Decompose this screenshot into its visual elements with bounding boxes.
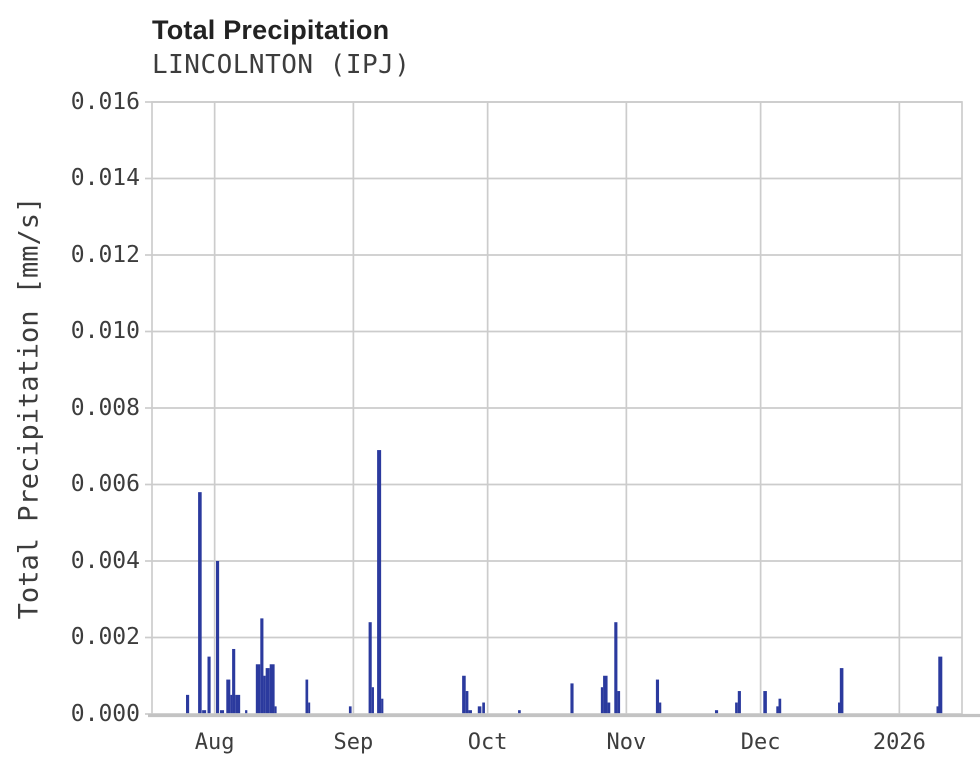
precipitation-bar xyxy=(735,702,738,714)
precipitation-bar xyxy=(245,710,248,714)
precipitation-bar xyxy=(570,683,574,714)
precipitation-bar xyxy=(776,706,779,714)
precipitation-bar xyxy=(260,618,264,714)
precipitation-bar xyxy=(232,648,236,714)
y-tick-label: 0.008 xyxy=(70,394,140,421)
precipitation-bar xyxy=(220,710,225,714)
precipitation-bar xyxy=(614,622,618,714)
precipitation-bar xyxy=(659,702,662,714)
precipitation-bar xyxy=(255,664,261,714)
precipitation-bar xyxy=(763,691,767,714)
precipitation-bar xyxy=(215,561,220,714)
precipitation-bar xyxy=(377,450,382,714)
x-tick-label: Dec xyxy=(740,730,781,755)
precipitation-bar xyxy=(381,698,384,714)
precipitation-bar xyxy=(838,702,841,714)
precipitation-bar xyxy=(936,706,939,714)
x-tick-label: Nov xyxy=(606,730,647,755)
chart-title: Total Precipitation xyxy=(152,15,390,45)
y-tick-label: 0.004 xyxy=(70,547,140,574)
y-tick-label: 0.010 xyxy=(70,318,140,344)
precipitation-bar xyxy=(655,679,660,714)
precipitation-bar xyxy=(603,675,608,714)
precipitation-bar xyxy=(235,694,241,714)
precipitation-bar xyxy=(348,706,352,714)
precipitation-bar xyxy=(207,656,211,714)
precipitation-bar xyxy=(198,492,202,714)
y-tick-label: 0.012 xyxy=(70,241,140,268)
precipitation-bar xyxy=(308,702,311,714)
precipitation-bar xyxy=(482,702,485,714)
precipitation-bar xyxy=(226,679,231,714)
precipitation-bar xyxy=(368,622,372,714)
chart-subtitle: LINCOLNTON (IPJ) xyxy=(152,50,411,80)
precipitation-bar xyxy=(607,702,611,714)
y-tick-label: 0.014 xyxy=(70,165,140,191)
y-tick-label: 0.016 xyxy=(70,88,140,115)
precipitation-bar xyxy=(839,668,844,714)
precipitation-bar xyxy=(462,675,466,714)
y-tick-label: 0.002 xyxy=(70,624,140,650)
precipitation-bar xyxy=(714,710,719,714)
precipitation-bar xyxy=(518,710,521,714)
precipitation-bar xyxy=(265,668,270,714)
precipitation-bar xyxy=(274,706,277,714)
precipitation-bar xyxy=(468,710,472,714)
precipitation-bar xyxy=(202,710,207,714)
x-tick-label: 2026 xyxy=(872,730,926,755)
precipitation-bar xyxy=(269,664,275,714)
precipitation-bar xyxy=(465,691,469,714)
precipitation-bar xyxy=(263,675,266,714)
precipitation-bar xyxy=(737,691,741,714)
y-axis-label: Total Precipitation [mm/s] xyxy=(13,196,45,620)
precipitation-bar xyxy=(230,694,233,714)
precipitation-bar xyxy=(938,656,943,714)
x-tick-label: Oct xyxy=(467,730,508,755)
y-tick-label: 0.000 xyxy=(70,700,140,727)
precipitation-bar xyxy=(778,698,782,714)
precipitation-bar xyxy=(371,687,374,714)
precipitation-bar xyxy=(305,679,309,714)
y-tick-label: 0.006 xyxy=(70,471,140,497)
precipitation-bar xyxy=(600,687,604,714)
x-tick-label: Sep xyxy=(333,730,374,755)
precipitation-bar xyxy=(186,694,190,714)
precipitation-bar xyxy=(477,706,482,714)
x-tick-label: Aug xyxy=(194,730,235,755)
precipitation-bar xyxy=(617,691,621,714)
